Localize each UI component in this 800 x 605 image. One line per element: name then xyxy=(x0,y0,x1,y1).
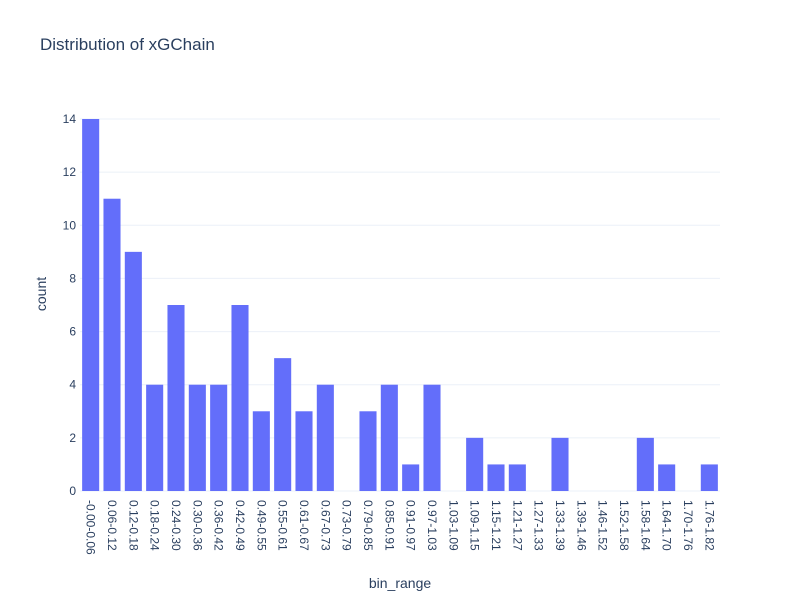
bar[interactable] xyxy=(82,119,100,491)
x-tick-label: 0.73-0.79 xyxy=(340,500,354,551)
x-tick-label: 1.33-1.39 xyxy=(553,500,567,551)
x-tick-label: 0.55-0.61 xyxy=(276,500,290,551)
x-tick-label: 0.49-0.55 xyxy=(254,500,268,551)
x-tick-label: 0.24-0.30 xyxy=(169,500,183,551)
bar[interactable] xyxy=(466,437,484,491)
x-tick-label: 1.15-1.21 xyxy=(489,500,503,551)
x-axis-title: bin_range xyxy=(369,575,431,591)
chart-title: Distribution of xGChain xyxy=(40,35,215,54)
x-axis-ticks: -0.00-0.06 0.06-0.12 0.12-0.18 0.18-0.24 0.2… xyxy=(84,500,717,555)
bar[interactable] xyxy=(487,464,505,491)
x-tick-label: 0.91-0.97 xyxy=(404,500,418,551)
y-tick-label: 6 xyxy=(69,325,76,339)
x-tick-label: 1.76-1.82 xyxy=(702,500,716,551)
x-tick-label: 1.09-1.15 xyxy=(468,500,482,551)
y-tick-label: 12 xyxy=(63,165,77,179)
y-tick-label: 14 xyxy=(63,112,77,126)
x-tick-label: 1.70-1.76 xyxy=(681,500,695,551)
x-tick-label: 1.58-1.64 xyxy=(638,500,652,551)
x-tick-label: 0.06-0.12 xyxy=(105,500,119,551)
y-tick-label: 0 xyxy=(69,484,76,498)
x-tick-label: 0.36-0.42 xyxy=(212,500,226,551)
bar[interactable] xyxy=(274,358,292,491)
x-tick-label: 1.64-1.70 xyxy=(660,500,674,551)
bars xyxy=(82,119,718,491)
bar[interactable] xyxy=(402,464,420,491)
bar[interactable] xyxy=(188,384,206,491)
x-tick-label: 0.61-0.67 xyxy=(297,500,311,551)
bar[interactable] xyxy=(700,464,718,491)
y-tick-label: 10 xyxy=(63,218,77,232)
x-tick-label: 0.85-0.91 xyxy=(382,500,396,551)
x-tick-label: 1.52-1.58 xyxy=(617,500,631,551)
bar[interactable] xyxy=(359,411,377,491)
bar[interactable] xyxy=(210,384,228,491)
y-axis-title: count xyxy=(33,277,49,311)
y-axis-ticks: 0 2 4 6 8 10 12 14 xyxy=(63,112,77,498)
x-tick-label: 1.03-1.09 xyxy=(446,500,460,551)
gridlines xyxy=(80,118,720,492)
bar[interactable] xyxy=(423,384,441,491)
bar[interactable] xyxy=(380,384,398,491)
bar[interactable] xyxy=(146,384,164,491)
bar[interactable] xyxy=(252,411,270,491)
bar[interactable] xyxy=(295,411,313,491)
x-tick-label: 1.46-1.52 xyxy=(596,500,610,551)
x-tick-label: 0.12-0.18 xyxy=(126,500,140,551)
bar[interactable] xyxy=(103,198,121,491)
x-tick-label: 0.79-0.85 xyxy=(361,500,375,551)
bar[interactable] xyxy=(167,305,185,491)
bar[interactable] xyxy=(316,384,334,491)
bar[interactable] xyxy=(124,251,142,491)
x-tick-label: 1.39-1.46 xyxy=(574,500,588,551)
y-tick-label: 4 xyxy=(69,378,76,392)
bar[interactable] xyxy=(231,305,249,491)
x-tick-label: 0.18-0.24 xyxy=(148,500,162,551)
y-tick-label: 8 xyxy=(69,271,76,285)
bar[interactable] xyxy=(658,464,676,491)
x-tick-label: 0.67-0.73 xyxy=(318,500,332,551)
y-tick-label: 2 xyxy=(69,431,76,445)
x-tick-label: 1.27-1.33 xyxy=(532,500,546,551)
x-tick-label: 1.21-1.27 xyxy=(510,500,524,551)
x-tick-label: 0.97-1.03 xyxy=(425,500,439,551)
bar[interactable] xyxy=(636,437,654,491)
x-tick-label: 0.30-0.36 xyxy=(190,500,204,551)
bar[interactable] xyxy=(551,437,569,491)
bar[interactable] xyxy=(508,464,526,491)
x-tick-label: -0.00-0.06 xyxy=(84,500,98,555)
x-tick-label: 0.42-0.49 xyxy=(233,500,247,551)
